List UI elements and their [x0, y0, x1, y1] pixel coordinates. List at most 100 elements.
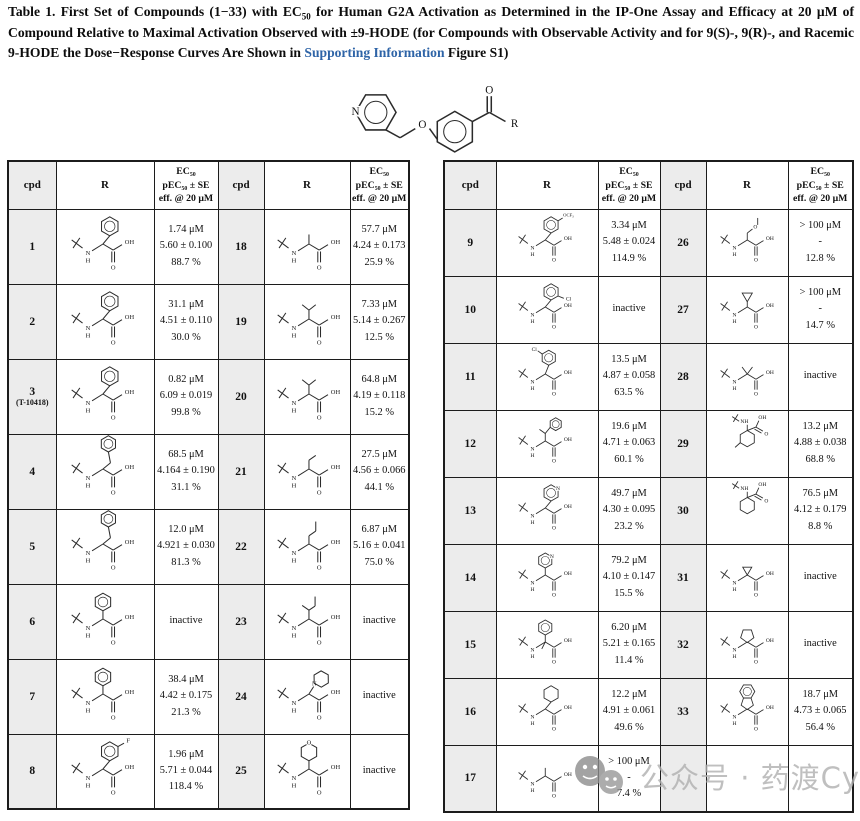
- compound-number-cell: 28: [659, 342, 707, 411]
- svg-text:N: N: [531, 446, 535, 452]
- svg-text:H: H: [86, 257, 91, 264]
- svg-text:H: H: [291, 332, 296, 339]
- compound-number-cell: 8: [7, 733, 57, 810]
- svg-text:OH: OH: [125, 689, 135, 696]
- structure-sec_butyl: NH O OH: [276, 596, 341, 647]
- svg-text:N: N: [291, 325, 296, 332]
- structure-methoxymethyl: NH O OH O: [719, 217, 774, 264]
- ec50-cell: 1.96 μM 5.71 ± 0.044 118.4 %: [153, 733, 219, 810]
- svg-text:O: O: [316, 489, 321, 496]
- compound-structure-cell: N H O OH N: [495, 476, 599, 545]
- ec50-cell: inactive: [787, 610, 854, 679]
- compound-number-cell: 10: [443, 275, 497, 344]
- svg-text:OH: OH: [330, 314, 340, 321]
- structure-gem_dimethyl: NH O OH: [719, 366, 774, 398]
- svg-text:N: N: [86, 325, 91, 332]
- svg-text:O: O: [316, 639, 321, 646]
- structure-methyl: NH O OH: [276, 234, 341, 272]
- structure-cyclohexylmethyl: NH O OH: [518, 685, 573, 733]
- svg-text:OH: OH: [564, 772, 572, 778]
- compound-structure-cell: N H O OH: [55, 583, 155, 660]
- svg-text:H: H: [732, 319, 736, 325]
- compound-structure-cell: N H O OH N: [495, 543, 599, 612]
- ec50-cell: inactive: [153, 583, 219, 660]
- svg-text:OH: OH: [330, 464, 340, 471]
- svg-text:H: H: [531, 520, 535, 526]
- svg-text:O: O: [552, 459, 556, 465]
- ec50-cell: 19.6 μM 4.71 ± 0.063 60.1 %: [597, 409, 661, 478]
- svg-text:O: O: [111, 339, 116, 346]
- compound-structure-cell: N H O OH: [705, 543, 789, 612]
- supporting-information-link[interactable]: Supporting Information: [304, 44, 445, 60]
- structure-phenylglycine: NH O OH: [71, 592, 135, 647]
- compound-structure-cell: N H O OH: [705, 610, 789, 679]
- compound-structure-cell: N H O OH: [495, 677, 599, 746]
- svg-text:N: N: [531, 379, 535, 385]
- svg-text:OCF₃: OCF₃: [563, 214, 574, 219]
- structure-phenylglycine: NH O OH: [71, 667, 135, 722]
- ec50-cell: inactive: [349, 658, 410, 735]
- table-row: 8 N H O OH F 1.96 μM 5.71 ± 0.044 118.4 % 25 N H O OH…: [7, 733, 410, 810]
- svg-text:OH: OH: [765, 303, 773, 309]
- structure-scaffold: N O O R: [350, 83, 520, 153]
- compound-structure-cell: N H O OH: [263, 508, 351, 585]
- svg-text:OH: OH: [765, 638, 773, 644]
- ec50-cell: 64.8 μM 4.19 ± 0.118 15.2 %: [349, 358, 410, 435]
- svg-text:O: O: [753, 593, 757, 599]
- compound-structure-cell: N H O OH O: [263, 733, 351, 810]
- ec50-cell: 0.82 μM 6.09 ± 0.019 99.8 %: [153, 358, 219, 435]
- svg-text:H: H: [291, 257, 296, 264]
- compound-structure-cell: N H O OH: [495, 744, 599, 813]
- compound-number-cell: 4: [7, 433, 57, 510]
- svg-text:H: H: [531, 654, 535, 660]
- svg-text:H: H: [86, 332, 91, 339]
- ec50-cell: 27.5 μM 4.56 ± 0.066 44.1 %: [349, 433, 410, 510]
- svg-text:N: N: [291, 625, 296, 632]
- structure-cyclohexane_q: NH OH O: [731, 481, 769, 515]
- svg-text:H: H: [291, 407, 296, 414]
- compound-structure-cell: N H O OH: [55, 658, 155, 735]
- compound-number-cell: 29: [659, 409, 707, 478]
- svg-text:N: N: [291, 250, 296, 257]
- structure-benzyl_2Cl: NH O OH Cl: [518, 346, 573, 398]
- table-row: 1 N H O OH 1.74 μM 5.60 ± 0.100 88.7 % 18 N H O OH 57…: [7, 208, 410, 285]
- svg-text:N: N: [531, 714, 535, 720]
- compound-structure-cell: NH OH O: [705, 409, 789, 478]
- svg-text:N: N: [351, 106, 359, 118]
- svg-text:OH: OH: [564, 236, 572, 242]
- compound-number-cell: 2: [7, 283, 57, 360]
- ec50-cell: 57.7 μM 4.24 ± 0.173 25.9 %: [349, 208, 410, 285]
- svg-text:O: O: [753, 727, 757, 733]
- compound-structure-cell: N H O OH Cl: [495, 342, 599, 411]
- svg-text:F: F: [126, 737, 130, 744]
- svg-text:OH: OH: [330, 389, 340, 396]
- svg-text:OH: OH: [564, 303, 572, 309]
- svg-text:N: N: [531, 312, 535, 318]
- svg-text:OH: OH: [758, 482, 766, 488]
- header-r: R: [55, 160, 155, 210]
- ec50-cell: 1.74 μM 5.60 ± 0.100 88.7 %: [153, 208, 219, 285]
- structure-cyclopentane_q: NH O OH: [719, 629, 774, 666]
- svg-text:H: H: [291, 707, 296, 714]
- structure-thp4yl: NH O OH O: [276, 738, 341, 797]
- caption-subscript: 50: [301, 11, 311, 22]
- table-row: 2 N H O OH 31.1 μM 4.51 ± 0.110 30.0 % 19 N H O OH 7.…: [7, 283, 410, 360]
- structure-isopropyl: NH O OH: [276, 304, 341, 347]
- svg-text:N: N: [531, 647, 535, 653]
- svg-text:O: O: [316, 789, 321, 796]
- header-ec50: EC₅₀ pEC₅₀ ± SE eff. @ 20 μM: [597, 160, 661, 210]
- compound-structure-cell: N H O OH F: [55, 733, 155, 810]
- ec50-cell: 6.87 μM 5.16 ± 0.041 75.0 %: [349, 508, 410, 585]
- svg-text:OH: OH: [125, 389, 135, 396]
- structure-alpha_methyl_phenyl: NH O OH: [518, 619, 573, 666]
- table-row: 6 N H O OH inactive 23 N H O OH inactive: [7, 583, 410, 660]
- svg-text:N: N: [732, 379, 736, 385]
- table-row: 10 N H O OH Cl inactive 27 N H O OH > 100 μM -14.7 %: [443, 275, 854, 344]
- svg-text:NH: NH: [740, 486, 748, 492]
- header-r: R: [495, 160, 599, 210]
- svg-text:OH: OH: [125, 314, 135, 321]
- ec50-cell: inactive: [349, 733, 410, 810]
